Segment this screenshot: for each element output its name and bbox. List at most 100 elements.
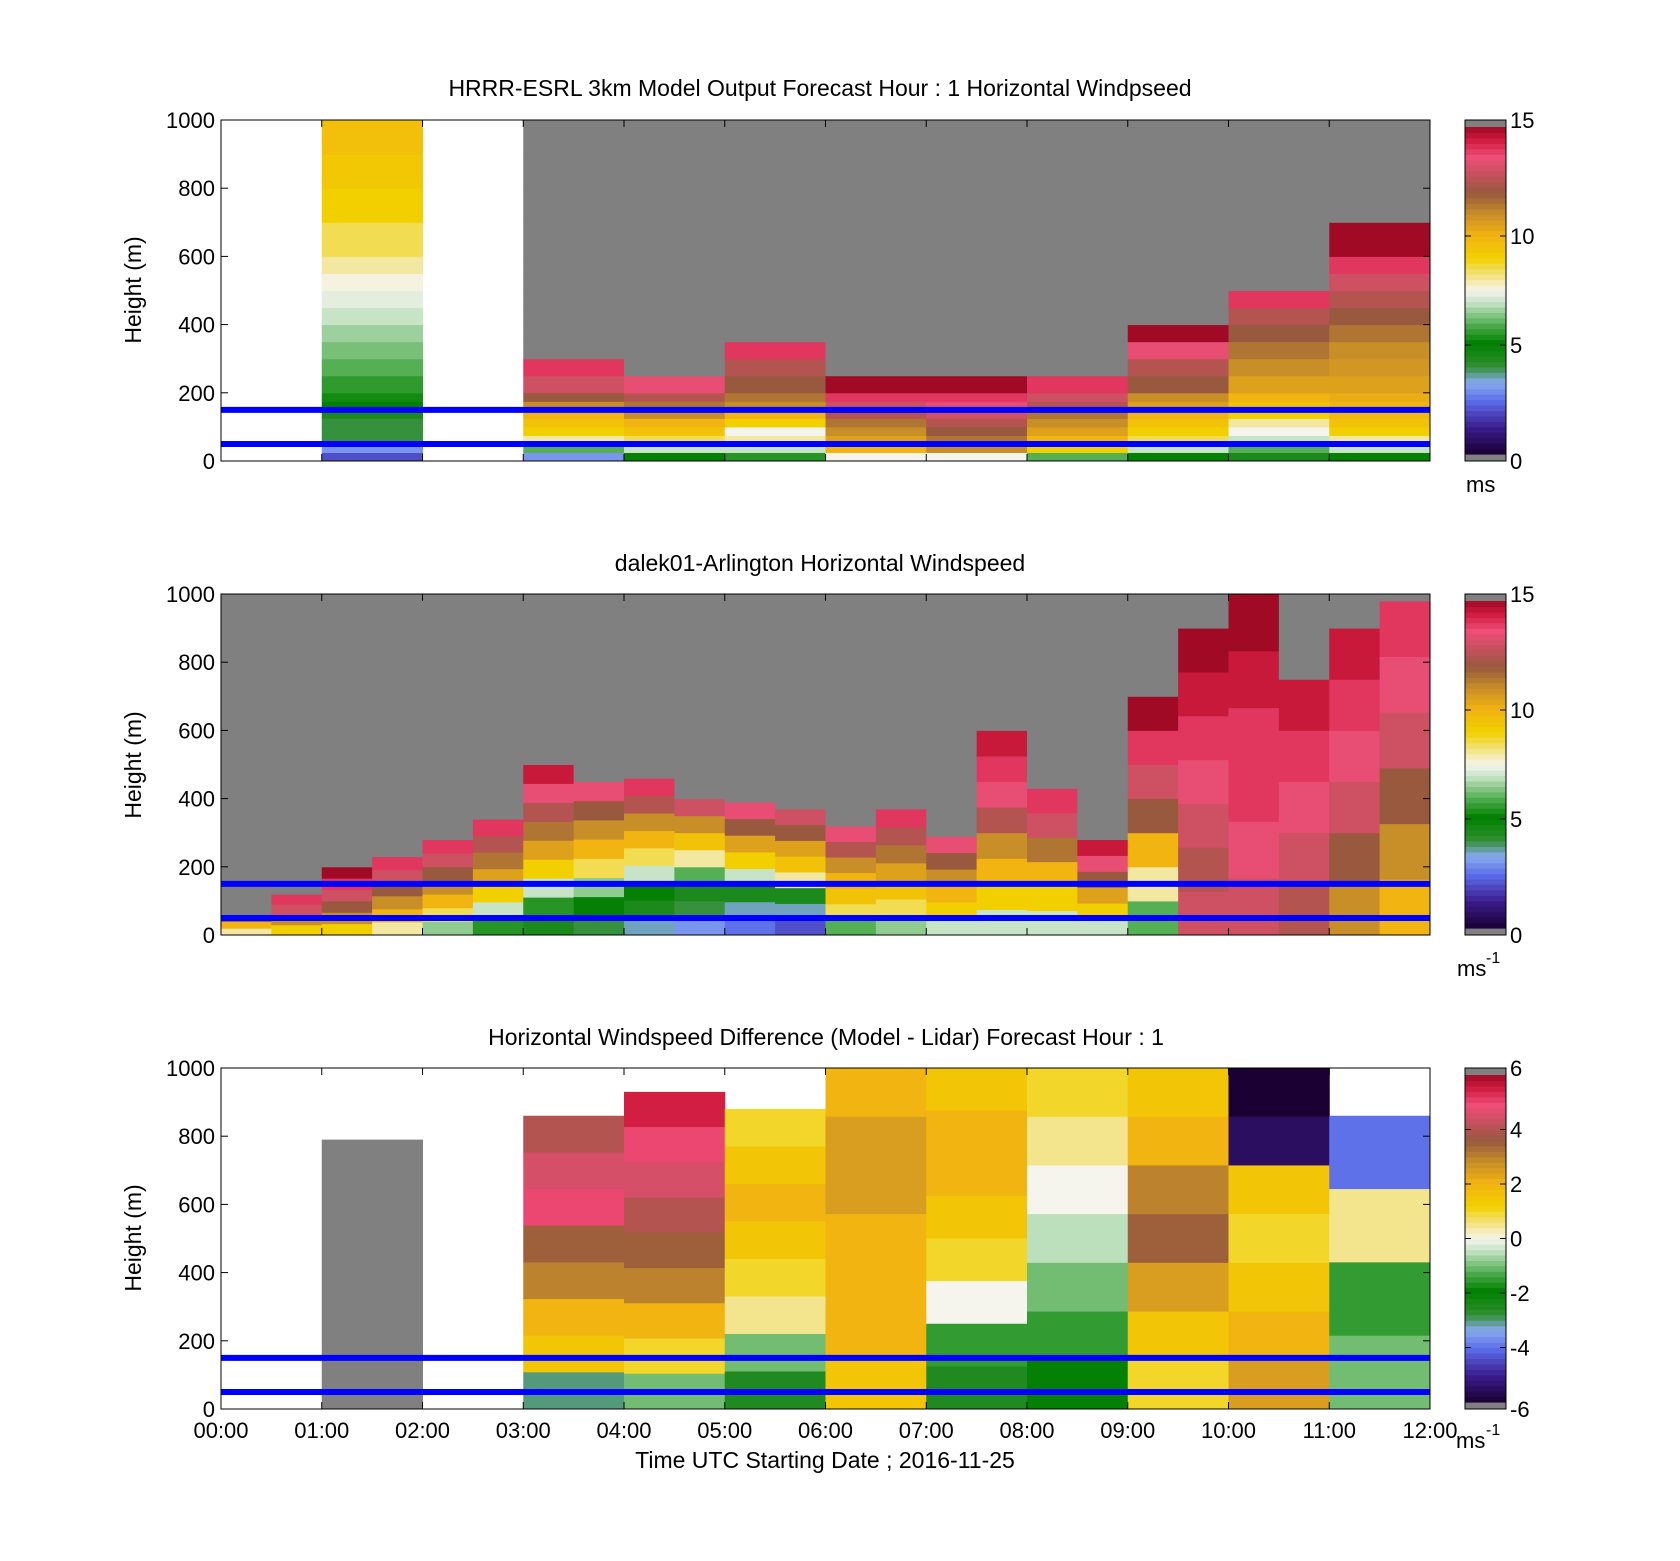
model-cell (1329, 426, 1431, 436)
colorbar-step (1465, 1363, 1506, 1370)
model-cell (624, 188, 726, 223)
lidar-cell (674, 883, 726, 902)
xtick-label: 12:00 (1402, 1418, 1457, 1443)
model-cell (1329, 307, 1431, 326)
colorbar-tick-label: 5 (1510, 333, 1522, 358)
colorbar-step (1465, 1145, 1506, 1152)
model-cell (1329, 435, 1431, 445)
colorbar-step (1465, 219, 1506, 226)
lidar-cell (523, 783, 575, 803)
colorbar-step (1465, 383, 1506, 390)
lidar-missing-cell (523, 594, 575, 765)
model-cell (724, 290, 826, 309)
colorbar-step (1465, 731, 1506, 738)
panel-lidar-colorbar-unit: ms (1457, 956, 1486, 981)
lidar-cell (1278, 781, 1330, 834)
ytick-label: 800 (178, 650, 215, 675)
lidar-cell (724, 835, 776, 853)
model-cell (1228, 375, 1330, 394)
colorbar-step (1465, 306, 1506, 313)
model-cell (624, 154, 726, 189)
panel-difference-reference-lines (221, 1354, 1430, 1395)
difference-cell (926, 1195, 1028, 1239)
model-cell (1329, 256, 1431, 274)
colorbar-step (1465, 835, 1506, 842)
colorbar-step (1465, 355, 1506, 362)
lidar-missing-cell (271, 594, 323, 895)
lidar-cell (976, 858, 1028, 885)
colorbar-step (1465, 328, 1506, 335)
colorbar-step (1465, 1320, 1506, 1327)
model-cell (825, 154, 927, 189)
model-cell (1127, 435, 1229, 445)
colorbar-step (1465, 1254, 1506, 1261)
model-cell (321, 273, 423, 291)
model-cell (1228, 222, 1330, 257)
model-cell (926, 273, 1028, 291)
difference-cell (523, 1335, 625, 1373)
model-cell (724, 188, 826, 223)
lidar-missing-cell (1329, 594, 1381, 629)
colorbar-missing-bottom (1465, 454, 1506, 461)
ytick-label: 400 (178, 313, 215, 338)
model-cell (1027, 401, 1129, 411)
model-cell (321, 358, 423, 377)
lidar-missing-cell (1127, 594, 1179, 697)
ytick-label: 600 (178, 244, 215, 269)
model-cell (825, 426, 927, 436)
model-cell (1027, 222, 1129, 257)
colorbar-step (1465, 742, 1506, 749)
colorbar-step (1465, 1222, 1506, 1229)
difference-cell (624, 1197, 726, 1234)
lidar-cell (1027, 886, 1078, 912)
model-cell (724, 443, 826, 453)
lidar-cell (926, 852, 978, 870)
model-cell (1228, 188, 1330, 223)
lidar-cell (624, 847, 675, 866)
difference-cell (523, 1189, 625, 1227)
lidar-cell (976, 832, 1028, 859)
model-cell (1027, 307, 1129, 326)
colorbar-step (1465, 797, 1506, 804)
colorbar-step (1465, 889, 1506, 896)
colorbar-step (1465, 1107, 1506, 1114)
model-cell (1127, 154, 1229, 189)
lidar-cell (1379, 823, 1431, 880)
model-cell (1329, 401, 1431, 411)
model-cell (926, 358, 1028, 377)
panel-difference-ylabel: Height (m) (120, 1184, 146, 1291)
colorbar-step (1465, 906, 1506, 913)
lidar-cell (976, 807, 1028, 834)
lidar-cell (674, 900, 726, 919)
xtick-label: 03:00 (496, 1418, 551, 1443)
lidar-cell (1228, 650, 1280, 709)
panel-difference-colorbar-unit: ms (1456, 1428, 1485, 1453)
lidar-cell (1077, 887, 1129, 904)
model-cell (926, 154, 1028, 189)
model-cell (1329, 392, 1431, 402)
ytick-label: 600 (178, 1192, 215, 1217)
colorbar-step (1465, 1287, 1506, 1294)
difference-cell (1228, 1360, 1330, 1410)
colorbar-step (1465, 143, 1506, 150)
lidar-cell (372, 895, 423, 910)
colorbar-step (1465, 1096, 1506, 1103)
colorbar-tick-label: 6 (1510, 1056, 1522, 1081)
lidar-cell (775, 808, 826, 826)
colorbar-step (1465, 900, 1506, 907)
colorbar-missing-top (1465, 594, 1506, 601)
colorbar-step (1465, 1113, 1506, 1120)
colorbar-step (1465, 611, 1506, 618)
model-cell (321, 290, 423, 309)
colorbar-step (1465, 884, 1506, 891)
lidar-cell (674, 832, 726, 851)
model-cell (1228, 358, 1330, 377)
model-cell (724, 307, 826, 326)
panel-lidar-colorbar-unit-exponent: -1 (1486, 950, 1500, 967)
lidar-cell (825, 825, 877, 842)
colorbar-step (1465, 1352, 1506, 1359)
xtick-label: 05:00 (697, 1418, 752, 1443)
colorbar-step (1465, 1342, 1506, 1349)
xtick-label: 06:00 (798, 1418, 853, 1443)
